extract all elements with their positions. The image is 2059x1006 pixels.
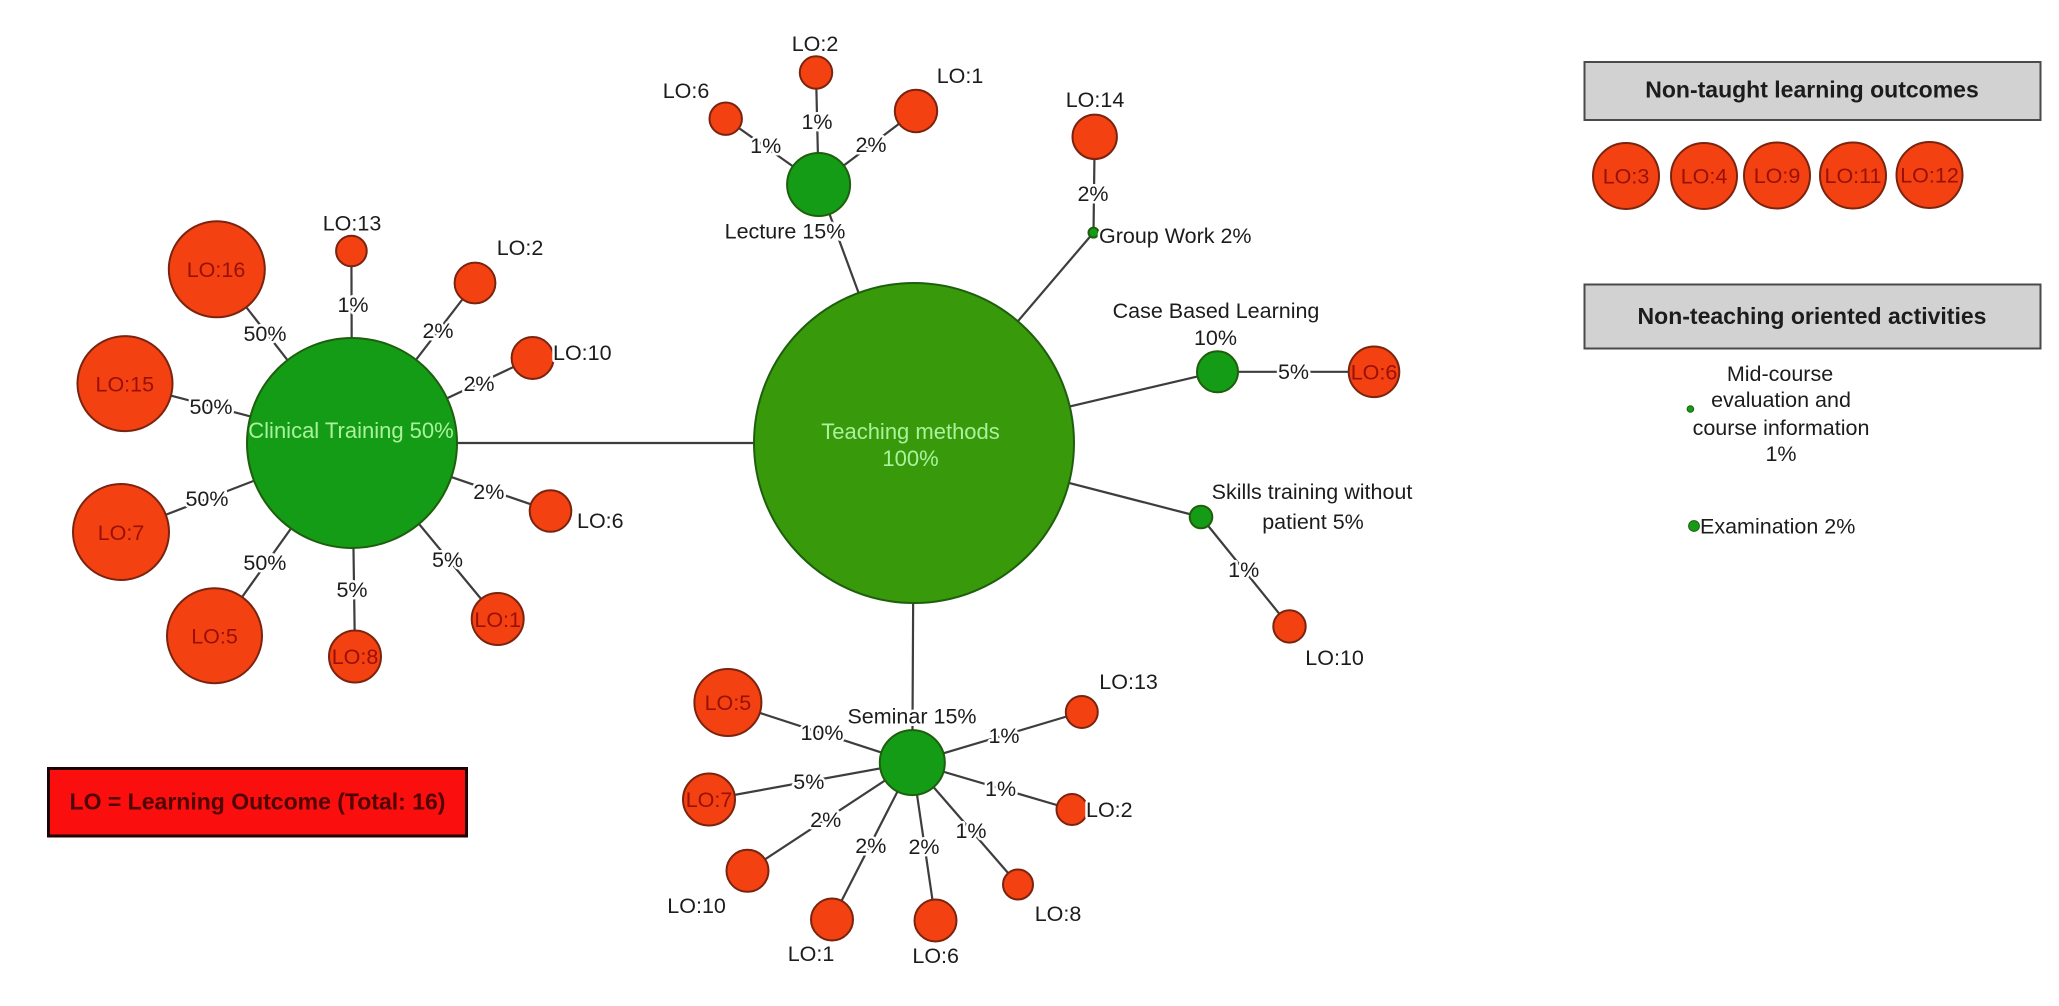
svg-text:2%: 2% <box>463 372 494 396</box>
svg-text:LO:6: LO:6 <box>577 509 624 533</box>
svg-text:LO:12: LO:12 <box>1900 164 1959 188</box>
svg-text:LO = Learning Outcome (Total:: LO = Learning Outcome (Total: 16) <box>70 789 446 815</box>
svg-text:5%: 5% <box>336 578 367 602</box>
svg-text:1%: 1% <box>988 724 1019 748</box>
svg-text:evaluation and: evaluation and <box>1711 388 1851 412</box>
svg-text:5%: 5% <box>793 770 824 794</box>
svg-text:10%: 10% <box>1194 326 1237 350</box>
svg-text:2%: 2% <box>810 808 841 832</box>
svg-text:LO:2: LO:2 <box>1086 798 1133 822</box>
svg-text:LO:10: LO:10 <box>553 341 612 365</box>
svg-text:LO:4: LO:4 <box>1681 165 1728 189</box>
svg-text:LO:10: LO:10 <box>1305 646 1364 670</box>
svg-text:1%: 1% <box>801 110 832 134</box>
svg-text:course information: course information <box>1693 416 1870 440</box>
svg-text:LO:2: LO:2 <box>497 236 544 260</box>
svg-text:LO:6: LO:6 <box>663 79 710 103</box>
svg-text:Skills training without: Skills training without <box>1212 480 1413 504</box>
svg-text:50%: 50% <box>185 487 228 511</box>
svg-text:LO:5: LO:5 <box>705 691 752 715</box>
svg-text:LO:1: LO:1 <box>937 64 984 88</box>
svg-text:Non-taught learning outcomes: Non-taught learning outcomes <box>1645 77 1979 103</box>
svg-text:LO:16: LO:16 <box>187 258 246 282</box>
svg-text:LO:7: LO:7 <box>686 788 733 812</box>
svg-text:LO:3: LO:3 <box>1603 165 1650 189</box>
svg-text:LO:9: LO:9 <box>1754 164 1801 188</box>
svg-text:100%: 100% <box>882 446 938 471</box>
svg-text:1%: 1% <box>750 134 781 158</box>
svg-text:50%: 50% <box>243 322 286 346</box>
svg-text:LO:6: LO:6 <box>1351 360 1398 384</box>
svg-text:LO:11: LO:11 <box>1825 164 1882 188</box>
svg-text:2%: 2% <box>422 319 453 343</box>
svg-text:1%: 1% <box>955 819 986 843</box>
svg-text:LO:7: LO:7 <box>98 521 145 545</box>
svg-text:patient 5%: patient 5% <box>1262 510 1364 534</box>
svg-text:50%: 50% <box>189 395 232 419</box>
svg-text:Mid-course: Mid-course <box>1727 362 1833 386</box>
svg-text:LO:8: LO:8 <box>1035 902 1082 926</box>
svg-text:Case Based Learning: Case Based Learning <box>1113 299 1320 323</box>
svg-text:LO:13: LO:13 <box>1099 670 1158 694</box>
svg-text:LO:6: LO:6 <box>912 944 959 968</box>
svg-text:2%: 2% <box>855 133 886 157</box>
svg-text:2%: 2% <box>473 480 504 504</box>
svg-text:Clinical Training 50%: Clinical Training 50% <box>248 418 453 443</box>
svg-text:LO:10: LO:10 <box>667 894 726 918</box>
svg-text:Seminar 15%: Seminar 15% <box>847 705 976 729</box>
svg-text:2%: 2% <box>908 835 939 859</box>
svg-text:5%: 5% <box>432 548 463 572</box>
svg-text:10%: 10% <box>800 721 843 745</box>
svg-text:LO:2: LO:2 <box>792 32 839 56</box>
svg-text:Group Work 2%: Group Work 2% <box>1099 224 1252 248</box>
svg-text:LO:15: LO:15 <box>96 373 155 397</box>
svg-text:Non-teaching oriented activiti: Non-teaching oriented activities <box>1638 303 1987 329</box>
svg-text:50%: 50% <box>243 551 286 575</box>
svg-text:LO:14: LO:14 <box>1066 88 1125 112</box>
svg-text:5%: 5% <box>1278 360 1309 384</box>
svg-text:LO:1: LO:1 <box>788 942 835 966</box>
svg-text:2%: 2% <box>855 834 886 858</box>
svg-text:LO:5: LO:5 <box>191 625 238 649</box>
svg-text:1%: 1% <box>1228 558 1259 582</box>
svg-text:1%: 1% <box>985 777 1016 801</box>
svg-text:Examination 2%: Examination 2% <box>1700 515 1855 539</box>
svg-text:Teaching methods: Teaching methods <box>821 419 1000 444</box>
svg-text:2%: 2% <box>1077 182 1108 206</box>
svg-text:LO:8: LO:8 <box>332 645 379 669</box>
svg-text:LO:1: LO:1 <box>474 608 521 632</box>
svg-text:1%: 1% <box>337 293 368 317</box>
svg-text:LO:13: LO:13 <box>323 212 382 236</box>
svg-text:Lecture 15%: Lecture 15% <box>725 220 846 244</box>
svg-text:1%: 1% <box>1765 442 1796 466</box>
